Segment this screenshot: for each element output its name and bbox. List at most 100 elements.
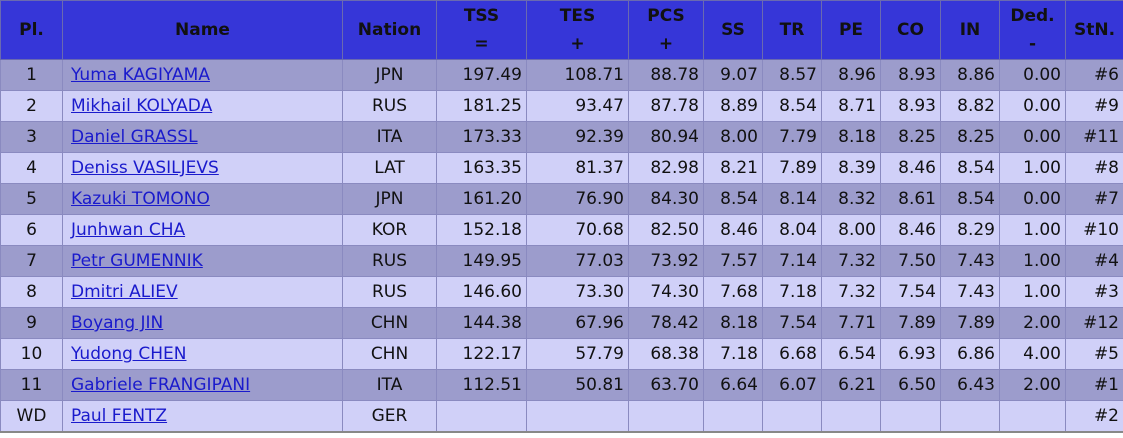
result-row: 4 Deniss VASILJEVS LAT 163.35 81.37 82.98 8.21… <box>0 152 1123 184</box>
skater-link[interactable]: Deniss VASILJEVS <box>71 158 219 178</box>
cell: JPN <box>342 59 437 91</box>
cell: 82.50 <box>628 214 704 246</box>
cell: 7.18 <box>762 276 822 308</box>
cell: RUS <box>342 276 437 308</box>
result-row: 1 Yuma KAGIYAMA JPN 197.49 108.71 88.78 9.07 8.… <box>0 59 1123 91</box>
result-row: 9 Boyang JIN CHN 144.38 67.96 78.42 8.18 7.54 7.… <box>0 307 1123 339</box>
skater-link[interactable]: Junhwan CHA <box>71 220 186 240</box>
cell: 7 <box>0 245 63 277</box>
cell: 10 <box>0 338 63 370</box>
cell <box>762 400 822 433</box>
cell: 4.00 <box>999 338 1066 370</box>
cell: 63.70 <box>628 369 704 401</box>
cell: 93.47 <box>526 90 629 122</box>
cell: 8.54 <box>940 152 1000 184</box>
column-header: PCS + <box>628 0 704 60</box>
column-header: StN. <box>1065 0 1123 60</box>
cell: 8.96 <box>821 59 881 91</box>
result-row: 5 Kazuki TOMONO JPN 161.20 76.90 84.30 8.54 8.1… <box>0 183 1123 215</box>
header-text: Pl. <box>19 20 44 40</box>
skater-link[interactable]: Daniel GRASSL <box>71 127 198 147</box>
skater-link[interactable]: Mikhail KOLYADA <box>71 96 213 116</box>
skater-link[interactable]: Gabriele FRANGIPANI <box>71 375 251 395</box>
skater-link[interactable]: Dmitri ALIEV <box>71 282 178 302</box>
header-text: = <box>474 34 489 54</box>
column-header: Name <box>62 0 343 60</box>
result-row: 10 Yudong CHEN CHN 122.17 57.79 68.38 7.18 6.68… <box>0 338 1123 370</box>
cell: 9.07 <box>703 59 763 91</box>
cell: 8.86 <box>940 59 1000 91</box>
cell: 1.00 <box>999 245 1066 277</box>
cell: 8.25 <box>940 121 1000 153</box>
name-cell: Junhwan CHA <box>62 214 343 246</box>
skater-link[interactable]: Yudong CHEN <box>71 344 187 364</box>
header-text: SS <box>721 20 745 40</box>
cell: 67.96 <box>526 307 629 339</box>
header-text: TSS <box>463 6 500 26</box>
cell: 8.46 <box>703 214 763 246</box>
skater-link[interactable]: Boyang JIN <box>71 313 164 333</box>
cell: 8.04 <box>762 214 822 246</box>
column-header: TES + <box>526 0 629 60</box>
skater-link[interactable]: Paul FENTZ <box>71 406 168 426</box>
header-text: TR <box>779 20 805 40</box>
cell: 70.68 <box>526 214 629 246</box>
skater-link[interactable]: Petr GUMENNIK <box>71 251 203 271</box>
header-text: IN <box>959 20 981 40</box>
name-cell: Boyang JIN <box>62 307 343 339</box>
cell: 7.57 <box>703 245 763 277</box>
cell: 8.71 <box>821 90 881 122</box>
cell: 8.54 <box>703 183 763 215</box>
cell: CHN <box>342 338 437 370</box>
cell: 7.32 <box>821 276 881 308</box>
table-body: 1 Yuma KAGIYAMA JPN 197.49 108.71 88.78 9.07 8.… <box>0 59 1123 433</box>
result-row: 6 Junhwan CHA KOR 152.18 70.68 82.50 8.46 8.04 8… <box>0 214 1123 246</box>
cell: 7.43 <box>940 276 1000 308</box>
cell: 7.32 <box>821 245 881 277</box>
cell: 197.49 <box>436 59 527 91</box>
skater-link[interactable]: Yuma KAGIYAMA <box>71 65 210 85</box>
cell: 146.60 <box>436 276 527 308</box>
header-text: Nation <box>357 20 422 40</box>
cell: 80.94 <box>628 121 704 153</box>
result-row: 7 Petr GUMENNIK RUS 149.95 77.03 73.92 7.57 7.1… <box>0 245 1123 277</box>
skater-link[interactable]: Kazuki TOMONO <box>71 189 210 209</box>
cell: 8.29 <box>940 214 1000 246</box>
header-text: TES <box>559 6 596 26</box>
cell: ITA <box>342 369 437 401</box>
cell: 7.50 <box>880 245 941 277</box>
cell: 1.00 <box>999 152 1066 184</box>
cell: 8.21 <box>703 152 763 184</box>
cell: 84.30 <box>628 183 704 215</box>
cell: 88.78 <box>628 59 704 91</box>
cell: 74.30 <box>628 276 704 308</box>
header-text: CO <box>897 20 924 40</box>
result-row: 2 Mikhail KOLYADA RUS 181.25 93.47 87.78 8.89 8… <box>0 90 1123 122</box>
column-header: PE <box>821 0 881 60</box>
name-cell: Dmitri ALIEV <box>62 276 343 308</box>
cell: ITA <box>342 121 437 153</box>
cell: #3 <box>1065 276 1123 308</box>
name-cell: Yuma KAGIYAMA <box>62 59 343 91</box>
name-cell: Daniel GRASSL <box>62 121 343 153</box>
cell: 6.93 <box>880 338 941 370</box>
cell: 8.54 <box>940 183 1000 215</box>
cell: 7.89 <box>880 307 941 339</box>
cell: 9 <box>0 307 63 339</box>
column-header: TSS = <box>436 0 527 60</box>
cell: 6.21 <box>821 369 881 401</box>
column-header: Pl. <box>0 0 63 60</box>
cell: 50.81 <box>526 369 629 401</box>
cell: 2 <box>0 90 63 122</box>
cell: 92.39 <box>526 121 629 153</box>
cell: #5 <box>1065 338 1123 370</box>
cell <box>940 400 1000 433</box>
cell: 173.33 <box>436 121 527 153</box>
header-text: + <box>570 34 585 54</box>
cell: 149.95 <box>436 245 527 277</box>
cell: 73.30 <box>526 276 629 308</box>
column-header: Nation <box>342 0 437 60</box>
cell: 0.00 <box>999 59 1066 91</box>
cell: 8.93 <box>880 59 941 91</box>
